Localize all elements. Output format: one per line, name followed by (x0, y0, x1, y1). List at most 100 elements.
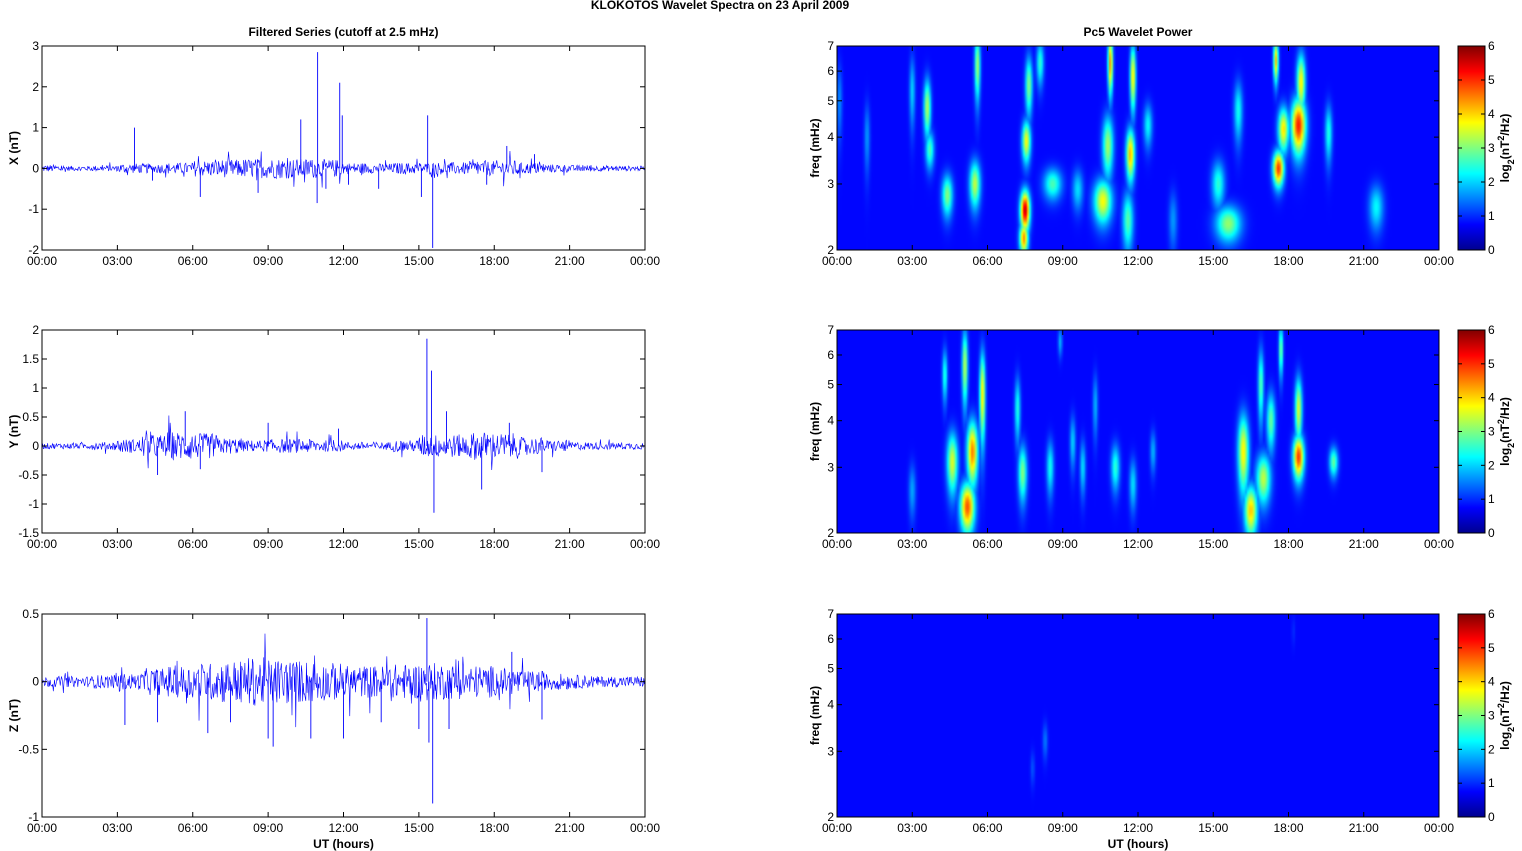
colorbar-tick-label: 2 (1488, 175, 1495, 189)
axes-frame (41, 329, 646, 534)
axes-frame (41, 45, 646, 251)
x-tick-label: 18:00 (1273, 821, 1303, 835)
colorbar-tick-label: 1 (1488, 776, 1495, 790)
x-tick-label: 21:00 (1349, 254, 1379, 268)
colorbar-tick-label: 2 (1488, 742, 1495, 756)
y-tick-label: 6 (827, 348, 834, 362)
x-tick-label: 18:00 (479, 254, 509, 268)
x-tick-label: 00:00 (27, 254, 57, 268)
y-tick-label: 5 (827, 94, 834, 108)
x-tick-label: 09:00 (1048, 537, 1078, 551)
x-tick-label: 12:00 (1123, 537, 1153, 551)
y-tick-label: 0 (32, 439, 39, 453)
colorbar-tick-label: 0 (1488, 243, 1495, 257)
x-tick-label: 12:00 (328, 821, 358, 835)
x-tick-label: 00:00 (822, 537, 852, 551)
y-tick-label: 0 (32, 675, 39, 689)
y-tick-label: 2 (32, 80, 39, 94)
y-tick-label: 0 (32, 161, 39, 175)
subplot-2: -1.5 -1 -0.5 0 0.5 1 1.5 2 00:00 03:00 06:00 09:00 1… (7, 323, 660, 551)
y-tick-label: 1 (32, 381, 39, 395)
y-tick-label: -0.5 (18, 742, 39, 756)
colorbar (1457, 45, 1486, 251)
axes-title: Filtered Series (cutoff at 2.5 mHz) (248, 25, 438, 39)
y-axis-label: X (nT) (7, 131, 21, 165)
colorbar-tick-label: 6 (1488, 39, 1495, 53)
colorbar-tick-label: 4 (1488, 675, 1495, 689)
x-tick-label: 00:00 (1424, 821, 1454, 835)
colorbar-tick-label: 6 (1488, 607, 1495, 621)
x-tick-label: 06:00 (178, 821, 208, 835)
x-tick-label: 00:00 (1424, 254, 1454, 268)
x-tick-label: 00:00 (822, 821, 852, 835)
y-tick-label: -1 (28, 202, 39, 216)
x-tick-label: 15:00 (1198, 821, 1228, 835)
x-tick-label: 09:00 (1048, 821, 1078, 835)
colorbar-tick-label: 0 (1488, 526, 1495, 540)
subplot-1: -2 -1 0 1 2 3 00:00 03:00 06:00 09:00 12:00 15:00 18… (7, 25, 660, 268)
x-tick-label: 06:00 (178, 537, 208, 551)
subplot-5: 2 3 4 5 6 7 0 1 2 3 4 5 6 log2(nT2/Hz) 00:00 03:00 06:00… (808, 323, 1516, 551)
y-axis-label: freq (mHz) (808, 118, 822, 177)
axes-title: Pc5 Wavelet Power (1084, 25, 1193, 39)
y-tick-label: 0.5 (22, 410, 39, 424)
colorbar-tick-label: 3 (1488, 709, 1495, 723)
x-tick-label: 15:00 (1198, 537, 1228, 551)
colorbar-tick-label: 4 (1488, 391, 1495, 405)
y-tick-label: 2 (827, 810, 834, 824)
x-tick-label: 00:00 (822, 254, 852, 268)
y-tick-label: 2 (32, 323, 39, 337)
colorbar-tick-label: 5 (1488, 641, 1495, 655)
y-tick-label: 5 (827, 662, 834, 676)
y-axis-label: Y (nT) (7, 415, 21, 449)
x-tick-label: 18:00 (1273, 254, 1303, 268)
colorbar-label: log2(nT2/Hz) (1496, 397, 1516, 466)
y-tick-label: -1.5 (18, 526, 39, 540)
x-axis-label: UT (hours) (313, 837, 374, 851)
x-tick-label: 00:00 (630, 254, 660, 268)
x-tick-label: 12:00 (328, 254, 358, 268)
x-tick-label: 21:00 (555, 537, 585, 551)
x-tick-label: 03:00 (897, 537, 927, 551)
colorbar-tick-label: 3 (1488, 425, 1495, 439)
wavelet-power-map (837, 330, 1439, 533)
y-tick-label: 0.5 (22, 607, 39, 621)
series-line (41, 150, 646, 188)
x-tick-label: 15:00 (404, 537, 434, 551)
colorbar-tick-label: 5 (1488, 357, 1495, 371)
x-tick-label: 15:00 (1198, 254, 1228, 268)
x-tick-label: 12:00 (1123, 821, 1153, 835)
wavelet-power-map (837, 46, 1439, 250)
x-tick-label: 21:00 (555, 821, 585, 835)
y-tick-label: 2 (827, 526, 834, 540)
y-tick-label: 3 (827, 460, 834, 474)
colorbar-tick-label: 1 (1488, 209, 1495, 223)
x-tick-label: 00:00 (27, 537, 57, 551)
colorbar-tick-label: 2 (1488, 458, 1495, 472)
x-tick-label: 09:00 (1048, 254, 1078, 268)
subplot-6: 2 3 4 5 6 7 0 1 2 3 4 5 6 log2(nT2/Hz) 00:00 03:00 06:00… (808, 607, 1516, 851)
x-tick-label: 03:00 (102, 537, 132, 551)
x-tick-label: 06:00 (972, 254, 1002, 268)
y-axis-label: freq (mHz) (808, 402, 822, 461)
subplot-4: 2 3 4 5 6 7 0 1 2 3 4 5 6 log2(nT2/Hz) 00:00 03:00 06:00… (808, 25, 1516, 268)
colorbar (1457, 613, 1486, 818)
colorbar-tick-label: 4 (1488, 107, 1495, 121)
subplot-3: -1 -0.5 0 0.5 00:00 03:00 06:00 09:00 12:00 15:00… (7, 607, 660, 851)
y-tick-label: 6 (827, 64, 834, 78)
colorbar (1457, 329, 1486, 534)
x-tick-label: 03:00 (102, 821, 132, 835)
x-tick-label: 09:00 (253, 254, 283, 268)
x-axis-label: UT (hours) (1108, 837, 1169, 851)
x-tick-label: 03:00 (102, 254, 132, 268)
x-tick-label: 21:00 (555, 254, 585, 268)
y-tick-label: 7 (827, 323, 834, 337)
colorbar-label: log2(nT2/Hz) (1496, 681, 1516, 750)
y-tick-label: 5 (827, 378, 834, 392)
x-tick-label: 03:00 (897, 821, 927, 835)
y-axis-label: freq (mHz) (808, 686, 822, 745)
y-tick-label: 1 (32, 121, 39, 135)
x-tick-label: 06:00 (178, 254, 208, 268)
x-tick-label: 21:00 (1349, 821, 1379, 835)
